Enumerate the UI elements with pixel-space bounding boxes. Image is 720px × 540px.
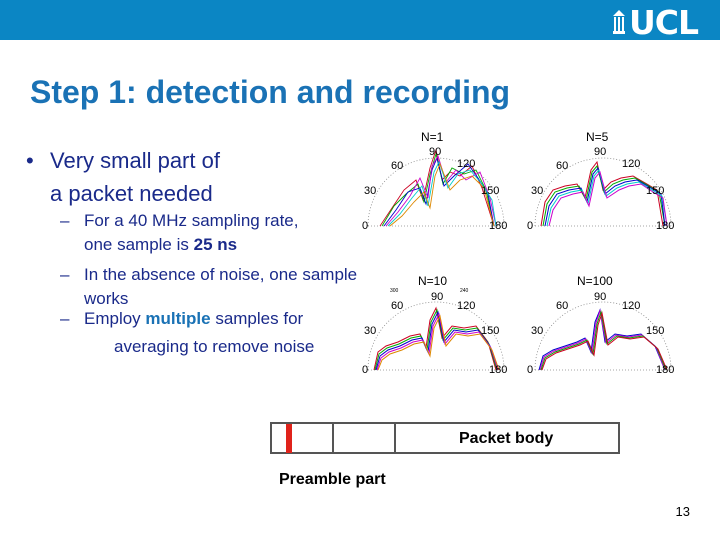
highlight-text: multiple: [145, 309, 211, 328]
polar-plot-n1: N=1 0 30 60 90 120 150 180: [360, 128, 510, 238]
response-curves: [540, 160, 668, 227]
tick-label: 240: [460, 288, 469, 294]
tick-label: 180: [656, 364, 674, 376]
response-curves: [373, 306, 500, 371]
polar-plot-svg: N=5 0 30 60 90 120 150 180: [527, 130, 674, 232]
sub-bullet-line: works: [84, 289, 129, 308]
plot-title: N=1: [421, 130, 444, 144]
portico-icon: [612, 10, 625, 34]
tick-label: 60: [391, 300, 403, 312]
tick-label: 180: [656, 220, 674, 232]
polar-plot-svg: N=10 300 240 0 30 60 90 120 150 180: [362, 274, 507, 376]
tick-label: 60: [556, 300, 568, 312]
sub-bullet-line: For a 40 MHz sampling rate,: [84, 211, 299, 230]
tick-label: 120: [622, 300, 640, 312]
bullet-marker: •: [26, 148, 34, 173]
response-curves: [379, 148, 497, 227]
tick-label: 0: [527, 364, 533, 376]
tick-label: 180: [489, 220, 507, 232]
bullet-line-1: Very small part of: [50, 148, 220, 173]
packet-diagram: [270, 422, 620, 454]
dash-marker: –: [60, 265, 70, 284]
packet-body-segment: [394, 422, 620, 454]
tick-label: 120: [457, 300, 475, 312]
tick-label: 120: [457, 158, 475, 170]
tick-label: 0: [527, 220, 533, 232]
sub-bullet-line: averaging to remove noise: [114, 337, 315, 356]
slide-title: Step 1: detection and recording: [30, 74, 511, 110]
tick-label: 60: [391, 160, 403, 172]
dash-marker: –: [60, 211, 70, 230]
sub-bullet-text: samples for: [210, 309, 304, 328]
tick-label: 150: [646, 185, 664, 197]
tick-label: 150: [481, 325, 499, 337]
tick-label: 60: [556, 160, 568, 172]
sub-bullet-sampling: – For a 40 MHz sampling rate, one sample…: [60, 209, 298, 257]
tick-label: 120: [622, 158, 640, 170]
main-bullet: • Very small part of a packet needed: [26, 144, 356, 210]
polar-plot-n10: N=10 300 240 0 30 60 90 120 150 180: [360, 272, 510, 382]
polar-plot-n5: N=5 0 30 60 90 120 150 180: [525, 128, 685, 238]
sub-bullet-line: Employ multiple samples for: [60, 307, 314, 331]
tick-label: 90: [594, 291, 606, 303]
sub-bullet-line: one sample is 25 ns: [60, 233, 298, 257]
preamble-label: Preamble part: [279, 471, 386, 488]
sub-bullet-multiple: – Employ multiple samples for averaging …: [60, 307, 314, 359]
preamble-segment: [270, 422, 334, 454]
tick-label: 150: [646, 325, 664, 337]
tick-label: 30: [531, 325, 543, 337]
polar-plot-svg: N=100 0 30 60 90 120 150 180: [527, 274, 674, 376]
response-curves: [538, 308, 668, 371]
ucl-logo: UCL: [612, 2, 699, 42]
logo-text: UCL: [628, 2, 699, 42]
packet-body-label: Packet body: [459, 430, 554, 447]
bullet-line-2: a packet needed: [50, 181, 213, 206]
tick-label: 30: [364, 185, 376, 197]
tick-label: 90: [429, 146, 441, 158]
polar-plot-n100: N=100 0 30 60 90 120 150 180: [525, 272, 685, 382]
polar-plot-svg: N=1 0 30 60 90 120 150 180: [362, 130, 507, 232]
sample-marker: [286, 424, 292, 453]
tick-label: 30: [531, 185, 543, 197]
page-number: 13: [675, 504, 690, 519]
sub-bullet-noise: – In the absence of noise, one sample wo…: [60, 263, 357, 311]
plot-title: N=100: [577, 274, 613, 288]
tick-label: 180: [489, 364, 507, 376]
dash-marker: –: [60, 309, 70, 328]
plot-title: N=10: [418, 274, 447, 288]
plot-title: N=5: [586, 130, 609, 144]
preamble-segment: [332, 422, 396, 454]
header-bar: UCL: [0, 0, 720, 42]
sub-bullet-text: one sample is: [84, 235, 194, 254]
tick-label: 90: [594, 146, 606, 158]
tick-label: 0: [362, 364, 368, 376]
tick-label: 90: [431, 291, 443, 303]
sub-bullet-text: Employ: [84, 309, 146, 328]
tick-label: 0: [362, 220, 368, 232]
emphasis-text: 25 ns: [193, 235, 238, 254]
tick-label: 300: [390, 288, 399, 294]
tick-label: 150: [481, 185, 499, 197]
tick-label: 30: [364, 325, 376, 337]
sub-bullet-line: In the absence of noise, one sample: [84, 265, 358, 284]
